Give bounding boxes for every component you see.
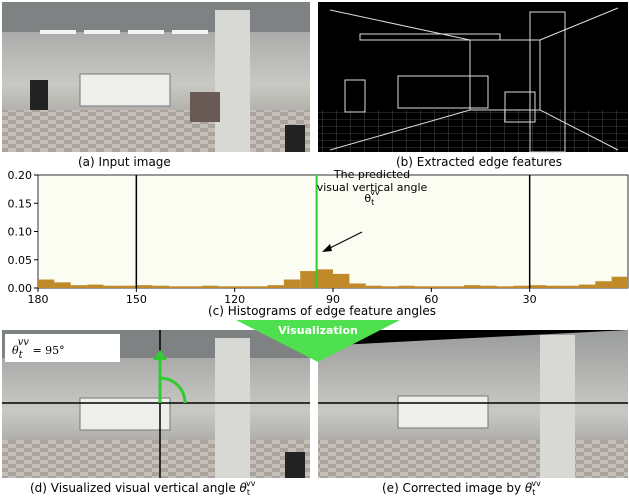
bar xyxy=(595,281,611,288)
bar xyxy=(513,286,529,288)
bar xyxy=(136,285,152,288)
x-tick-label: 180 xyxy=(28,293,49,306)
bar xyxy=(366,286,382,288)
bar xyxy=(54,282,70,288)
bar xyxy=(317,269,333,288)
bar xyxy=(448,286,464,288)
bar xyxy=(267,285,283,288)
bar xyxy=(333,274,349,288)
annotation: The predicted xyxy=(333,168,410,181)
bar xyxy=(546,286,562,288)
caption: (e) Corrected image by θtvv xyxy=(382,479,541,497)
bar xyxy=(87,285,103,288)
bar xyxy=(431,286,447,288)
input-image xyxy=(2,2,310,152)
y-tick-label: 0.15 xyxy=(8,197,33,210)
figure: (a) Input image (b) Extracted edge featu… xyxy=(0,0,629,500)
bar xyxy=(497,286,513,288)
bar xyxy=(464,285,480,288)
bar xyxy=(399,286,415,288)
bar xyxy=(612,277,628,288)
bar xyxy=(579,285,595,288)
caption: (a) Input image xyxy=(78,155,171,169)
bar xyxy=(562,286,578,288)
bar xyxy=(415,286,431,288)
corrected-image xyxy=(318,330,628,478)
bar xyxy=(104,286,120,288)
bar xyxy=(202,286,218,288)
caption: (b) Extracted edge features xyxy=(396,155,562,169)
bar xyxy=(186,286,202,288)
bar xyxy=(530,285,546,288)
bar xyxy=(153,286,169,288)
bar xyxy=(300,271,316,288)
bar xyxy=(235,286,251,288)
x-tick-label: 30 xyxy=(523,293,537,306)
x-tick-label: 150 xyxy=(126,293,147,306)
edge-image xyxy=(318,2,628,152)
bar xyxy=(218,286,234,288)
y-tick-label: 0.05 xyxy=(8,254,33,267)
bar xyxy=(349,283,365,288)
bar xyxy=(382,286,398,288)
bar xyxy=(120,286,136,288)
page: (a) Input image (b) Extracted edge featu… xyxy=(0,0,629,500)
caption: (d) Visualized visual vertical angle θtv… xyxy=(30,479,256,497)
bar xyxy=(38,280,54,288)
bar xyxy=(169,286,185,288)
bar xyxy=(284,280,300,288)
bar xyxy=(71,285,87,288)
y-tick-label: 0.20 xyxy=(8,169,33,182)
visualization-label: Visualization xyxy=(278,324,358,337)
bar xyxy=(251,286,267,288)
bar xyxy=(481,286,497,288)
caption: (c) Histograms of edge feature angles xyxy=(208,304,436,318)
y-tick-label: 0.10 xyxy=(8,226,33,239)
